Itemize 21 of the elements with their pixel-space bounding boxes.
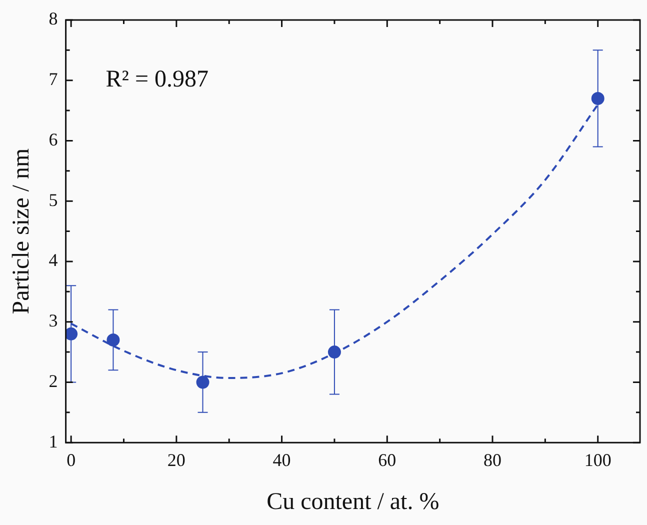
x-tick-label: 40 bbox=[272, 450, 291, 470]
y-tick-label: 1 bbox=[48, 431, 58, 452]
point bbox=[591, 92, 604, 105]
x-tick-label: 60 bbox=[378, 450, 396, 470]
annotation: R² = 0.987 bbox=[106, 66, 209, 92]
y-tick-label: 7 bbox=[48, 69, 58, 90]
point bbox=[328, 346, 341, 359]
y-tick-label: 6 bbox=[48, 129, 58, 150]
x-axis-title: Cu content / at. % bbox=[266, 488, 440, 515]
point bbox=[196, 376, 210, 389]
y-tick-label: 3 bbox=[48, 310, 58, 331]
y-tick-label: 2 bbox=[48, 370, 58, 391]
y-tick-label: 4 bbox=[48, 250, 58, 270]
y-axis-title: Particle size / nm bbox=[8, 148, 35, 314]
x-tick-label: 100 bbox=[584, 450, 612, 470]
x-tick-label: 80 bbox=[484, 450, 502, 470]
y-tick-label: 5 bbox=[48, 190, 58, 210]
x-tick-label: 20 bbox=[167, 450, 186, 470]
y-tick-label: 8 bbox=[48, 8, 58, 29]
point bbox=[106, 333, 120, 346]
x-tick-label: 0 bbox=[66, 450, 76, 470]
